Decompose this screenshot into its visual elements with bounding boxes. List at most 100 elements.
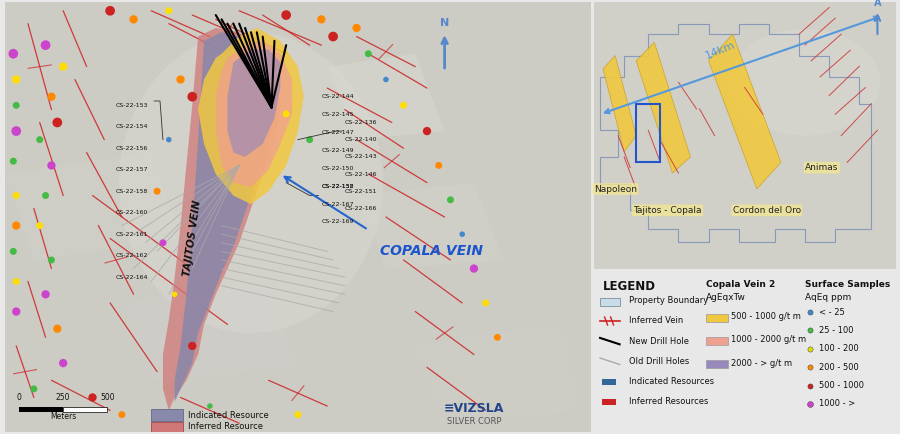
Point bbox=[174, 76, 188, 83]
Point bbox=[114, 411, 129, 418]
Text: Animas: Animas bbox=[806, 163, 839, 172]
Text: CS-22-160: CS-22-160 bbox=[116, 210, 148, 215]
Bar bbox=[706, 360, 728, 368]
Text: CS-22-152: CS-22-152 bbox=[321, 184, 354, 189]
Text: 100 - 200: 100 - 200 bbox=[819, 344, 859, 353]
Text: Copala Vein 2: Copala Vein 2 bbox=[706, 280, 775, 289]
Text: Cordon del Oro: Cordon del Oro bbox=[733, 206, 801, 215]
Text: SILVER CORP: SILVER CORP bbox=[446, 417, 501, 426]
Text: CS-22-150: CS-22-150 bbox=[321, 166, 354, 171]
Point bbox=[326, 33, 340, 40]
Point bbox=[9, 278, 23, 285]
Polygon shape bbox=[216, 41, 292, 187]
Text: Indicated Resources: Indicated Resources bbox=[629, 377, 714, 386]
Text: CS-22-161: CS-22-161 bbox=[116, 232, 148, 237]
Text: 1000 - 2000 g/t m: 1000 - 2000 g/t m bbox=[731, 335, 806, 345]
Point bbox=[9, 128, 23, 135]
Bar bbox=[706, 314, 728, 322]
Point bbox=[9, 222, 23, 229]
Text: 14km: 14km bbox=[704, 39, 737, 61]
Point bbox=[50, 119, 65, 126]
Point bbox=[32, 136, 47, 143]
Text: Inferred Resources: Inferred Resources bbox=[629, 397, 708, 406]
Text: CS-22-164: CS-22-164 bbox=[116, 275, 148, 279]
Text: 500 - 1000: 500 - 1000 bbox=[819, 381, 864, 390]
Point bbox=[150, 188, 165, 195]
Point bbox=[39, 42, 53, 49]
Point bbox=[419, 128, 434, 135]
Point bbox=[379, 76, 393, 83]
Point bbox=[279, 12, 293, 19]
Point bbox=[6, 248, 21, 255]
Polygon shape bbox=[4, 152, 181, 260]
Polygon shape bbox=[228, 49, 280, 157]
Text: CS-22-169: CS-22-169 bbox=[321, 219, 354, 224]
Text: N: N bbox=[440, 18, 449, 28]
Point bbox=[803, 309, 817, 316]
Text: Inferred Vein: Inferred Vein bbox=[629, 316, 683, 326]
Bar bbox=[19, 408, 63, 411]
Bar bbox=[600, 298, 619, 306]
Text: CS-22-136: CS-22-136 bbox=[345, 120, 377, 125]
Point bbox=[803, 401, 817, 408]
Polygon shape bbox=[603, 56, 636, 151]
Polygon shape bbox=[708, 34, 781, 189]
Bar bbox=[151, 421, 184, 432]
Bar bbox=[636, 104, 661, 162]
Point bbox=[803, 327, 817, 334]
Point bbox=[86, 394, 100, 401]
Point bbox=[803, 382, 817, 389]
Text: CS-22-158: CS-22-158 bbox=[116, 189, 148, 194]
Polygon shape bbox=[356, 183, 503, 269]
Text: TAJITOS VEIN: TAJITOS VEIN bbox=[182, 200, 202, 277]
Polygon shape bbox=[122, 282, 298, 380]
Point bbox=[9, 308, 23, 315]
Point bbox=[396, 102, 410, 109]
Text: CS-22-144: CS-22-144 bbox=[321, 94, 354, 99]
Point bbox=[167, 291, 182, 298]
Point bbox=[32, 222, 47, 229]
Text: AgEqxTw: AgEqxTw bbox=[706, 293, 745, 302]
Point bbox=[56, 360, 70, 367]
Text: A: A bbox=[874, 0, 881, 7]
Point bbox=[185, 342, 200, 349]
Polygon shape bbox=[328, 54, 445, 140]
Point bbox=[126, 16, 140, 23]
Text: Tajitos - Copala: Tajitos - Copala bbox=[634, 206, 702, 215]
Text: LEGEND: LEGEND bbox=[603, 280, 656, 293]
Text: 2000 - > g/t m: 2000 - > g/t m bbox=[731, 358, 792, 368]
Text: CS-22-138: CS-22-138 bbox=[321, 184, 354, 189]
Point bbox=[44, 93, 58, 100]
Bar bbox=[601, 399, 616, 405]
Point bbox=[39, 291, 53, 298]
Point bbox=[44, 256, 58, 263]
Point bbox=[467, 265, 482, 272]
Text: AqEq ppm: AqEq ppm bbox=[806, 293, 851, 302]
Point bbox=[444, 196, 458, 203]
Point bbox=[455, 231, 470, 238]
Text: CS-22-146: CS-22-146 bbox=[345, 171, 377, 177]
Text: 500 - 1000 g/t m: 500 - 1000 g/t m bbox=[731, 312, 801, 321]
Point bbox=[156, 239, 170, 246]
Text: 200 - 500: 200 - 500 bbox=[819, 363, 859, 372]
Text: Surface Samples: Surface Samples bbox=[806, 280, 890, 289]
Ellipse shape bbox=[730, 29, 880, 136]
Polygon shape bbox=[198, 28, 304, 204]
Point bbox=[431, 162, 446, 169]
Text: Napoleon: Napoleon bbox=[594, 184, 637, 194]
Text: CS-22-151: CS-22-151 bbox=[345, 189, 377, 194]
Text: Indicated Resource: Indicated Resource bbox=[187, 411, 268, 420]
Text: Old Drill Holes: Old Drill Holes bbox=[629, 357, 688, 366]
Text: 0: 0 bbox=[17, 394, 22, 402]
Bar bbox=[63, 408, 107, 411]
Point bbox=[279, 110, 293, 117]
Text: New Drill Hole: New Drill Hole bbox=[629, 337, 688, 345]
Point bbox=[9, 192, 23, 199]
Point bbox=[9, 76, 23, 83]
Text: CS-22-154: CS-22-154 bbox=[116, 124, 148, 129]
Point bbox=[302, 136, 317, 143]
Text: CS-22-153: CS-22-153 bbox=[116, 103, 148, 108]
Ellipse shape bbox=[119, 32, 383, 333]
Text: Property Boundary: Property Boundary bbox=[629, 296, 708, 306]
Point bbox=[361, 50, 375, 57]
